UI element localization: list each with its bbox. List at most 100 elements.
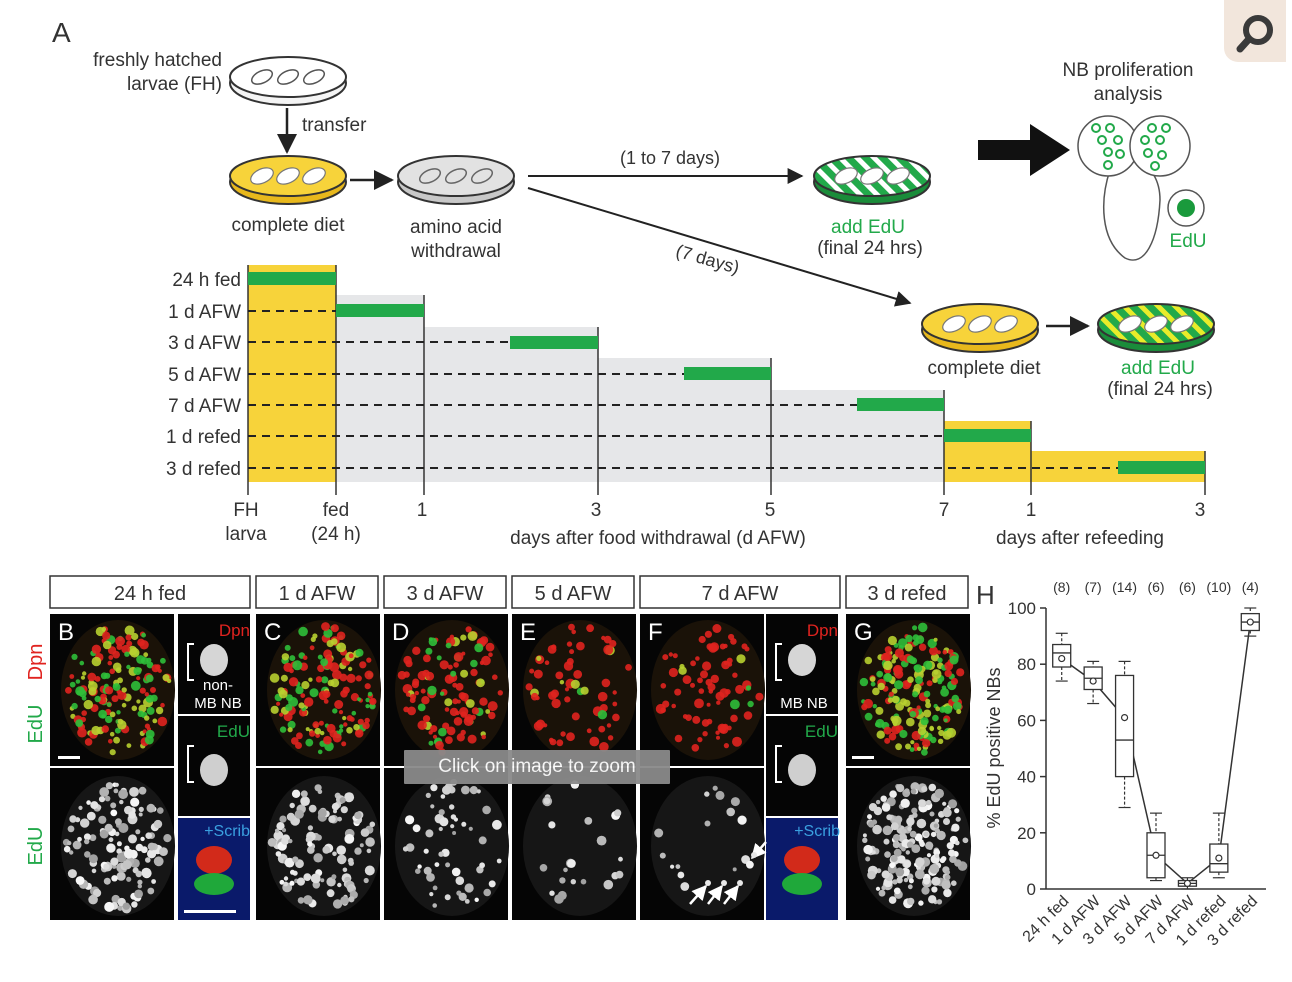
cell-dot <box>609 640 617 648</box>
cell-dot <box>126 640 133 647</box>
cell-dot <box>351 710 357 716</box>
cell-dot <box>444 707 450 712</box>
panel-headers: 24 h fed 1 d AFW 3 d AFW 5 d AFW 7 d AFW 3 d … <box>49 575 969 609</box>
scale-bar <box>58 756 80 759</box>
cell-dot-gray <box>432 903 438 908</box>
cell-dot-gray <box>883 838 890 845</box>
cell-dot <box>150 694 158 702</box>
cell-dot <box>589 736 600 747</box>
cell-dot <box>321 622 330 631</box>
cell-dot <box>142 729 147 734</box>
transfer-label: transfer <box>302 115 367 136</box>
cell-dot <box>116 710 121 715</box>
cell-dot <box>662 654 669 661</box>
cell-dot <box>931 669 942 679</box>
cell-dot-gray <box>910 788 917 795</box>
cell-dot <box>314 727 322 735</box>
cell-dot <box>305 738 314 747</box>
cell-dot <box>755 692 764 701</box>
cell-dot <box>285 704 293 712</box>
cell-dot <box>715 730 720 735</box>
cell-dot <box>160 702 165 708</box>
mb-nb-dot <box>705 880 711 886</box>
cell-dot <box>136 699 141 704</box>
cell-dot <box>330 624 339 633</box>
cell-dot <box>101 725 110 733</box>
cell-dot <box>146 661 154 669</box>
dish-edu <box>813 155 931 205</box>
cell-dot <box>612 713 620 722</box>
zoom-button[interactable] <box>1224 0 1286 62</box>
image-tiles[interactable]: B C D E F G <box>50 614 972 920</box>
cell-dot-gray <box>909 830 917 838</box>
cell-dot <box>397 670 407 680</box>
cell-dot-gray <box>432 885 438 891</box>
cell-dot-gray <box>915 857 925 867</box>
cell-dot-gray <box>297 897 305 904</box>
cell-dot-gray <box>83 833 91 841</box>
mb-nb-dot <box>751 852 757 858</box>
cell-dot-gray <box>919 841 925 847</box>
cell-dot <box>91 656 102 667</box>
cell-dot <box>723 743 730 749</box>
cell-dot-gray <box>430 804 435 809</box>
timeline-row-label: 7 d AFW <box>168 396 241 417</box>
side-dpn-label: Dpn <box>25 644 47 681</box>
cell-dot <box>81 710 87 716</box>
cell-dot-gray <box>931 886 938 893</box>
zoom-tooltip[interactable]: Click on image to zoom <box>404 750 670 784</box>
cell-dot-gray <box>292 856 299 863</box>
cell-dot <box>81 695 87 701</box>
cell-dot <box>355 675 362 682</box>
cell-dot <box>320 730 325 736</box>
cell-dot-gray <box>476 789 481 794</box>
cell-dot <box>304 697 314 707</box>
axis-tick: 7 <box>939 500 950 521</box>
cell-dot-gray <box>496 858 502 864</box>
cell-dot-gray <box>464 899 470 904</box>
cell-dot <box>453 717 463 726</box>
cell-dot <box>876 670 884 678</box>
cell-dot <box>75 686 85 696</box>
cell-dot <box>417 703 426 712</box>
cell-dot <box>455 710 460 716</box>
cell-dot-gray <box>103 863 110 870</box>
cell-dot-gray <box>425 792 431 799</box>
cell-dot <box>488 711 496 720</box>
cell-dot <box>460 634 467 641</box>
cell-dot <box>423 654 431 663</box>
mb-nb-dot <box>721 880 727 886</box>
inset-cell <box>788 644 816 676</box>
cell-dot-gray <box>331 802 340 811</box>
cell-dot-gray <box>726 807 735 817</box>
cell-dot <box>543 723 548 728</box>
cell-dot <box>956 668 965 677</box>
cell-dot <box>937 657 943 663</box>
cell-dot-gray <box>890 855 898 862</box>
cell-dot <box>569 649 575 655</box>
cell-dot-gray <box>67 840 72 846</box>
cell-dot-gray <box>878 889 886 897</box>
cell-dot-gray <box>99 787 110 797</box>
cell-dot-gray <box>890 822 899 831</box>
cell-dot-gray <box>279 815 287 823</box>
cell-dot-gray <box>889 790 897 798</box>
cell-dot-gray <box>114 782 119 787</box>
axis-tick: 5 <box>765 500 776 521</box>
cell-dot-gray <box>84 838 90 845</box>
cell-dot <box>702 661 712 671</box>
cell-dot-gray <box>469 786 478 795</box>
cell-dot-gray <box>458 892 467 902</box>
cell-dot <box>445 642 452 649</box>
cell-dot <box>716 735 720 740</box>
cell-dot-gray <box>145 857 151 863</box>
cell-dot <box>533 669 543 679</box>
cell-dot <box>698 635 706 644</box>
cell-dot-gray <box>901 846 906 852</box>
cell-dot <box>891 715 902 726</box>
cell-dot <box>75 679 81 684</box>
cell-dot <box>121 702 127 708</box>
cell-dot <box>410 693 417 701</box>
